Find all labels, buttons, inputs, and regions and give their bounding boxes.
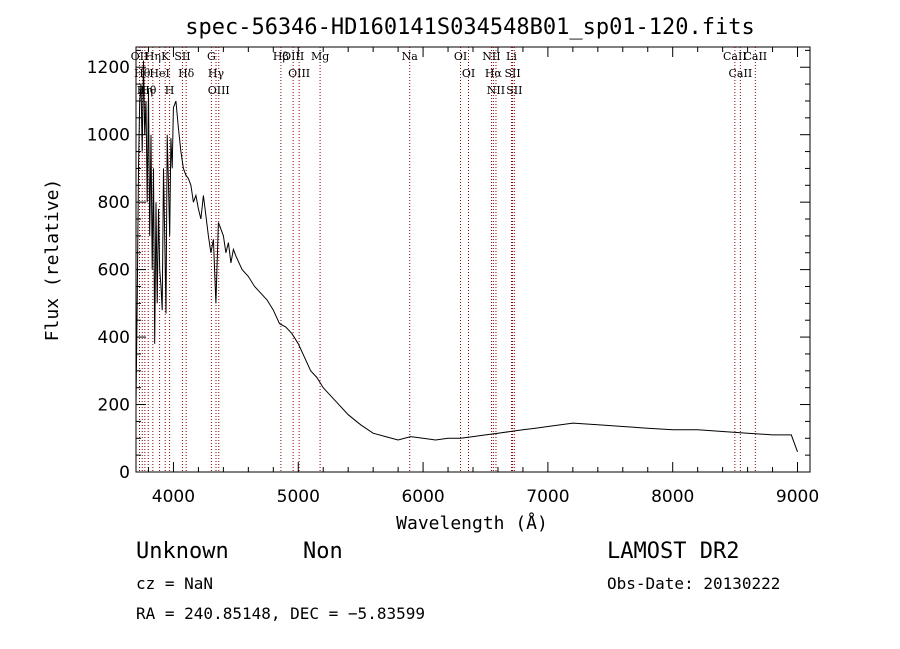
x-tick-label: 4000	[152, 487, 195, 507]
line-marker-label: NII	[482, 50, 500, 63]
line-marker-label: Hγ	[208, 67, 225, 80]
y-tick-label: 1000	[87, 126, 130, 146]
y-axis-ticks: 0 200 400 600 800 1000 1200	[87, 49, 810, 483]
line-marker-label: Hδ	[178, 67, 195, 80]
y-tick-label: 1200	[87, 58, 130, 78]
line-marker-label: Hθ	[134, 67, 151, 80]
line-marker-label: NII	[487, 84, 505, 97]
line-marker-label: Hβ	[273, 50, 289, 63]
y-tick-label: 200	[98, 396, 130, 416]
x-tick-label: 6000	[401, 487, 444, 507]
x-tick-label: 8000	[651, 487, 694, 507]
line-marker-label: SII	[504, 67, 520, 80]
line-marker-label: CaII	[723, 50, 747, 63]
line-marker-label: CaII	[729, 67, 753, 80]
line-marker-label: Na	[402, 50, 419, 63]
line-marker-label: OIII	[288, 67, 310, 80]
line-marker-label: HeI	[149, 67, 169, 80]
y-tick-label: 0	[119, 463, 130, 483]
y-tick-label: 600	[98, 261, 130, 281]
line-marker-label: Mg	[311, 50, 329, 63]
x-axis-label: Wavelength (Å)	[396, 512, 548, 534]
line-marker-labels: OIIHθHηHθHηHeIKHSIIHδGHγOIIIHβOIIIOIIIMg…	[131, 50, 768, 97]
object-class: Unknown	[136, 539, 229, 564]
line-marker-label: OIII	[282, 50, 304, 63]
x-axis-ticks: 4000 5000 6000 7000 8000 9000	[147, 47, 819, 507]
observation-date: Obs-Date: 20130222	[607, 574, 781, 593]
line-marker-label: SII	[506, 84, 522, 97]
spectrum-line	[135, 60, 798, 452]
line-marker-label: Li	[506, 50, 517, 63]
object-subclass: Non	[303, 539, 343, 564]
y-axis-label: Flux (relative)	[42, 179, 63, 342]
y-tick-label: 400	[98, 328, 130, 348]
survey-name: LAMOST DR2	[607, 539, 740, 564]
line-marker-label: G	[207, 50, 216, 63]
line-marker-label: OII	[131, 50, 149, 63]
line-marker-label: Hα	[485, 67, 503, 80]
line-markers	[138, 47, 756, 472]
y-tick-label: 800	[98, 193, 130, 213]
line-marker-label: OIII	[208, 84, 230, 97]
line-marker-label: Hη	[145, 50, 161, 63]
line-marker-label: K	[161, 50, 170, 63]
x-tick-label: 7000	[526, 487, 569, 507]
line-marker-label: CaII	[743, 50, 767, 63]
line-marker-label: OI	[454, 50, 467, 63]
x-tick-label: 9000	[776, 487, 819, 507]
line-marker-label: H	[165, 84, 175, 97]
chart-title: spec-56346-HD160141S034548B01_sp01-120.f…	[185, 15, 755, 40]
line-marker-label: OI	[462, 67, 475, 80]
line-marker-label: SII	[174, 50, 190, 63]
coordinates: RA = 240.85148, DEC = −5.83599	[136, 604, 425, 623]
redshift-cz: cz = NaN	[136, 574, 214, 593]
x-tick-label: 5000	[277, 487, 320, 507]
